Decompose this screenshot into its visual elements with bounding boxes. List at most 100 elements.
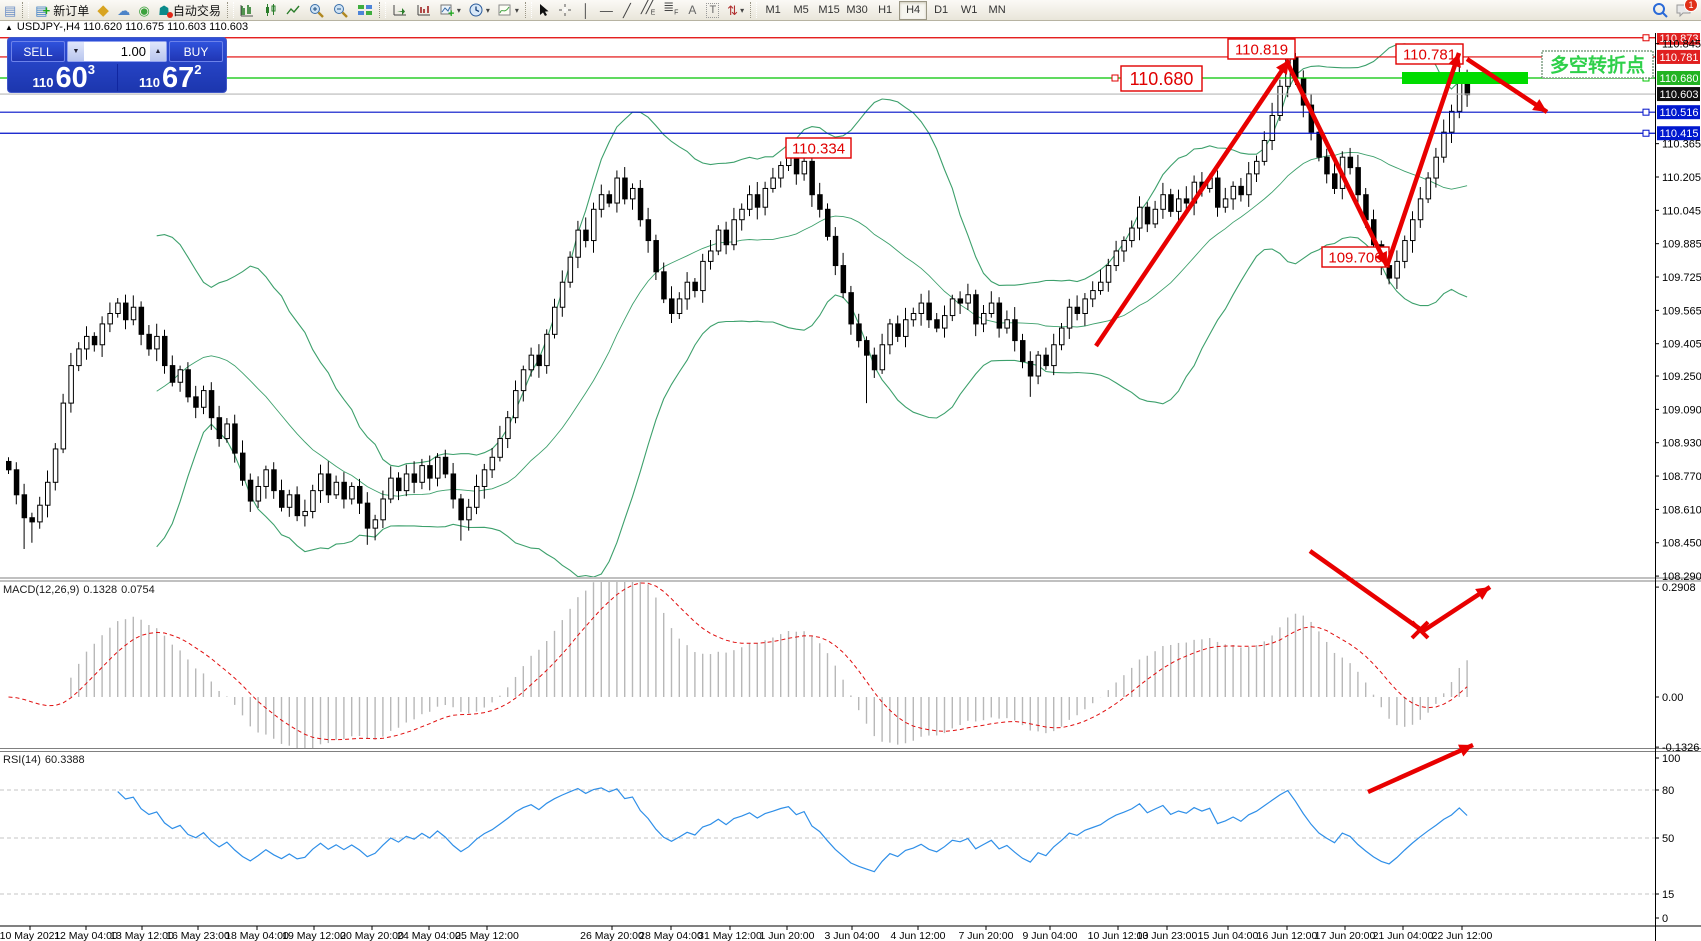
crosshair-tool-button[interactable] (555, 1, 575, 19)
volume-input[interactable] (84, 42, 150, 61)
search-button[interactable] (1649, 1, 1671, 19)
cursor-tool-button[interactable] (535, 1, 553, 19)
hline-handle[interactable] (1642, 34, 1650, 42)
new-order-button[interactable]: ▤ + 新订单 (32, 1, 92, 19)
candle-body (325, 473, 332, 496)
price-label-box[interactable] (1227, 38, 1296, 60)
sell-price[interactable]: 110 60 3 (11, 62, 118, 94)
timeframe-button-h1[interactable]: H1 (878, 4, 893, 16)
sell-button[interactable]: SELL (11, 41, 65, 62)
time-axis-label: 28 May 04:00 (639, 930, 703, 941)
price-axis-label: 108.450 (1662, 538, 1701, 550)
candle-body (76, 348, 82, 367)
macd-arrow[interactable] (1308, 549, 1422, 631)
macd-axis-label: -0.1326 (1662, 742, 1699, 754)
horizontal-line-tool-button[interactable]: — (597, 1, 616, 19)
volume-decrease-button[interactable]: ▼ (68, 42, 84, 61)
price-label-box[interactable] (1120, 65, 1203, 92)
time-axis-label: 17 Jun 20:00 (1315, 930, 1376, 941)
line-chart-type-button[interactable] (283, 1, 304, 19)
sell-price-big: 60 (55, 62, 88, 94)
timeframe-button-h4[interactable]: H4 (899, 0, 928, 20)
zoom-in-button[interactable] (306, 1, 328, 19)
text-tool-button[interactable]: A (683, 1, 701, 19)
equidistant-channel-tool-button[interactable]: ╱╱E (638, 0, 658, 19)
candle-body (1098, 281, 1104, 292)
hline-handle[interactable] (1642, 108, 1650, 116)
candle-chart-type-button[interactable] (260, 1, 281, 19)
notifications-button[interactable]: 1 (1673, 0, 1698, 19)
zoom-out-button[interactable] (330, 1, 352, 19)
macd-signal-value: 0.0754 (121, 584, 155, 596)
tile-windows-button[interactable] (354, 1, 376, 19)
price-badge (1657, 126, 1700, 141)
timeframe-button-m1[interactable]: M1 (765, 4, 781, 16)
candle-body (825, 208, 831, 237)
time-axis-label: 7 Jun 20:00 (959, 930, 1014, 941)
arrows-tool-button[interactable]: ⇅ ▾ (724, 1, 747, 19)
hline-handle[interactable] (1642, 129, 1650, 137)
candle-body (1020, 340, 1026, 362)
price-label-box[interactable] (785, 137, 852, 159)
label-handle[interactable] (1111, 74, 1119, 82)
cn-annotation-box[interactable] (1541, 50, 1654, 79)
periods-button[interactable]: ▾ (466, 1, 493, 19)
indicators-button[interactable]: + ▾ (437, 1, 464, 19)
macd-x-mark[interactable] (1410, 620, 1430, 640)
candle-body (427, 465, 433, 479)
templates-button[interactable]: ▾ (495, 1, 522, 19)
timeframe-button-d1[interactable]: D1 (934, 4, 949, 16)
rsi-value: 60.3388 (44, 754, 85, 766)
candle-body (770, 177, 776, 189)
symbol-expand-icon[interactable]: ▲ (5, 22, 13, 32)
rsi-arrow[interactable] (1367, 742, 1474, 795)
buy-price[interactable]: 110 67 2 (118, 62, 224, 94)
trend-arrow-head (1448, 53, 1461, 68)
candle-body (598, 194, 605, 210)
chart-window-icon[interactable]: ▤ (1, 1, 19, 19)
candle-body (115, 302, 121, 314)
candle-body (801, 160, 808, 175)
trend-arrow[interactable] (1094, 58, 1291, 348)
timeframe-button-w1[interactable]: W1 (960, 4, 978, 16)
timeframe-button-m30[interactable]: M30 (846, 4, 868, 16)
price-axis-label: 110.205 (1662, 172, 1701, 184)
vertical-line-tool-button[interactable]: │ (577, 1, 595, 19)
buy-button[interactable]: BUY (169, 41, 223, 62)
gold-chart-icon[interactable]: ◆ (94, 1, 112, 19)
candle-body (466, 506, 472, 521)
fibonacci-tool-button[interactable]: ≣F (660, 0, 681, 19)
buy-price-big: 67 (161, 62, 195, 94)
line-chart-icon (286, 5, 300, 15)
candle-body (848, 292, 854, 325)
bar-chart-type-button[interactable] (237, 1, 258, 19)
trendline-tool-button[interactable]: ╱ (618, 1, 636, 19)
green-highlight-bar[interactable] (1402, 72, 1528, 84)
candle-body (169, 365, 176, 383)
plus-icon: + (42, 2, 51, 18)
trend-arrow[interactable] (1465, 57, 1549, 114)
text-label-tool-button[interactable]: T (703, 1, 722, 19)
candle-body (341, 481, 347, 500)
candle-body (793, 156, 800, 175)
dropdown-caret: ▾ (514, 5, 519, 15)
candle-body (661, 271, 667, 300)
timeframe-button-mn[interactable]: MN (988, 4, 1006, 16)
community-icon[interactable]: ☁ (114, 1, 133, 19)
chart-shift-button[interactable] (413, 1, 435, 19)
candle-body (450, 473, 457, 500)
price-badge-text: 110.873 (1660, 33, 1699, 45)
trend-arrow[interactable] (1384, 52, 1462, 267)
trend-arrow[interactable] (1284, 61, 1390, 267)
candle-body (364, 502, 371, 529)
timeframe-button-m15[interactable]: M15 (818, 4, 840, 16)
signals-icon[interactable]: ◉ (135, 1, 153, 19)
candle-body (1394, 260, 1400, 279)
auto-scroll-button[interactable] (389, 1, 411, 19)
price-label-box[interactable] (1395, 43, 1464, 65)
macd-header: MACD(12,26,9) 0.1328 0.0754 (3, 584, 159, 596)
timeframe-button-m5[interactable]: M5 (793, 4, 809, 16)
volume-increase-button[interactable]: ▲ (150, 42, 166, 61)
auto-trading-button[interactable]: ☗ 自动交易 (155, 1, 224, 19)
